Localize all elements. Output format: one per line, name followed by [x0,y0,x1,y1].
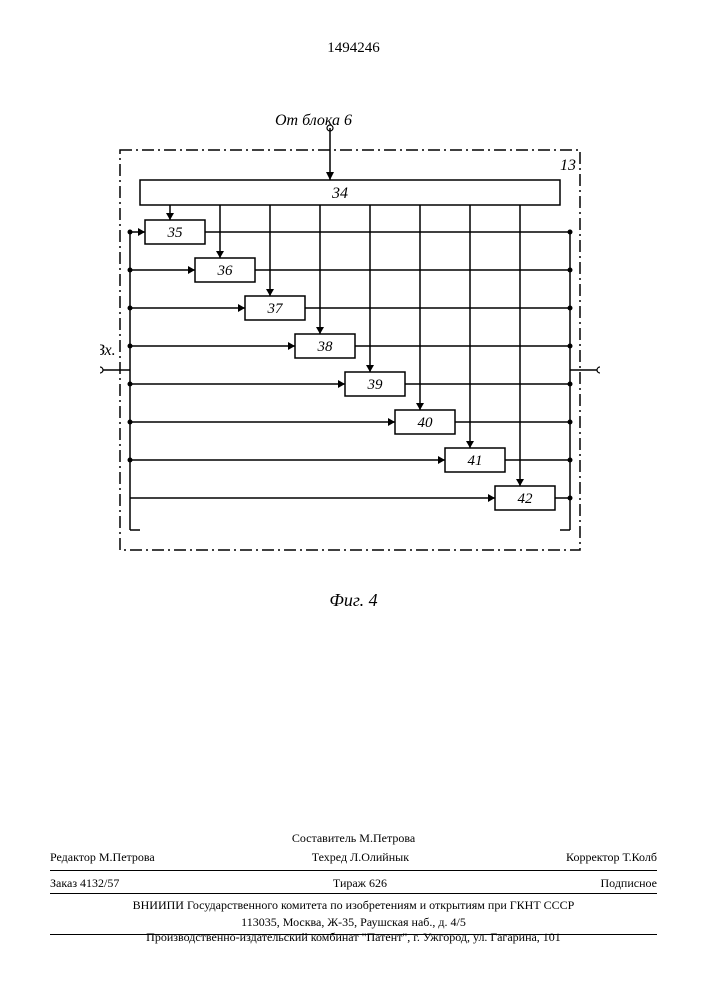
redaktor: Редактор М.Петрова [50,849,155,866]
page-number: 1494246 [327,40,380,57]
module-label: 13 [560,157,576,174]
vniipi-line1: ВНИИПИ Государственного комитета по изоб… [50,897,657,914]
svg-text:40: 40 [418,415,434,431]
svg-text:39: 39 [367,377,384,393]
sostavitel: Составитель М.Петрова [50,830,657,847]
svg-text:36: 36 [217,263,234,279]
podpisnoe: Подписное [601,875,658,892]
block-35: 35 [128,205,573,244]
credits-block: Составитель М.Петрова Редактор М.Петрова… [50,830,657,935]
zakaz: Заказ 4132/57 [50,875,119,892]
block-34 [140,180,560,205]
input-left-label: Вх. [100,342,116,359]
svg-text:41: 41 [468,453,483,469]
svg-text:38: 38 [317,339,334,355]
footer-line: Производственно-издательский комбинат "П… [50,930,657,945]
tehred: Техред Л.Олийнык [312,849,409,866]
block-diagram: 13 От блока 6 34 Вх. 35 36 [100,110,600,550]
svg-text:37: 37 [267,301,285,317]
korrektor: Корректор Т.Колб [566,849,657,866]
tirazh: Тираж 626 [333,875,387,892]
block-34-label: 34 [331,185,348,202]
figure-caption: Фиг. 4 [329,590,377,611]
svg-text:35: 35 [167,225,184,241]
vniipi-line2: 113035, Москва, Ж-35, Раушская наб., д. … [50,914,657,931]
svg-text:42: 42 [518,491,534,507]
input-top-label: От блока 6 [275,112,352,129]
